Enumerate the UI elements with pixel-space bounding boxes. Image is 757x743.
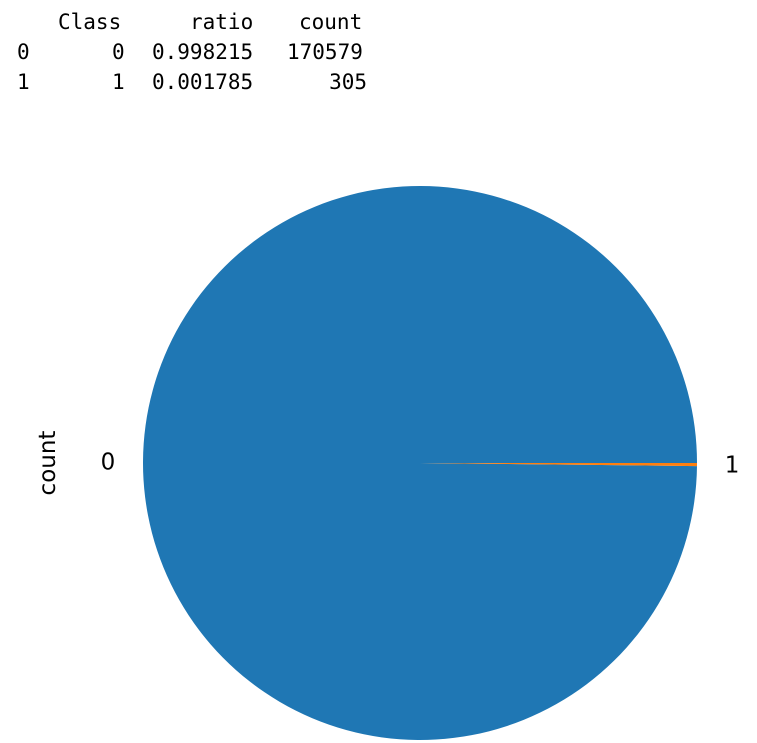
table-cell-class: 1 [112, 70, 125, 94]
row-index: 1 [17, 70, 30, 94]
pie-slice-0 [142, 186, 697, 741]
table-cell-count: 170579 [287, 40, 363, 64]
table-cell-ratio: 0.001785 [152, 70, 254, 94]
column-header-count: count [299, 10, 363, 34]
table-cell-class: 0 [112, 40, 125, 64]
pie-slice-1 [420, 463, 697, 467]
pie-slice-label-0: 0 [101, 449, 116, 475]
y-axis-label: count [35, 431, 61, 496]
column-header-class: Class [58, 10, 122, 34]
table-cell-count: 305 [329, 70, 367, 94]
pie-slice-label-1: 1 [725, 453, 740, 479]
table-cell-ratio: 0.998215 [152, 40, 254, 64]
row-index: 0 [17, 40, 30, 64]
column-header-ratio: ratio [190, 10, 254, 34]
dataframe-output: Class ratio count 0 0 0.998215 170579 1 … [0, 0, 757, 110]
